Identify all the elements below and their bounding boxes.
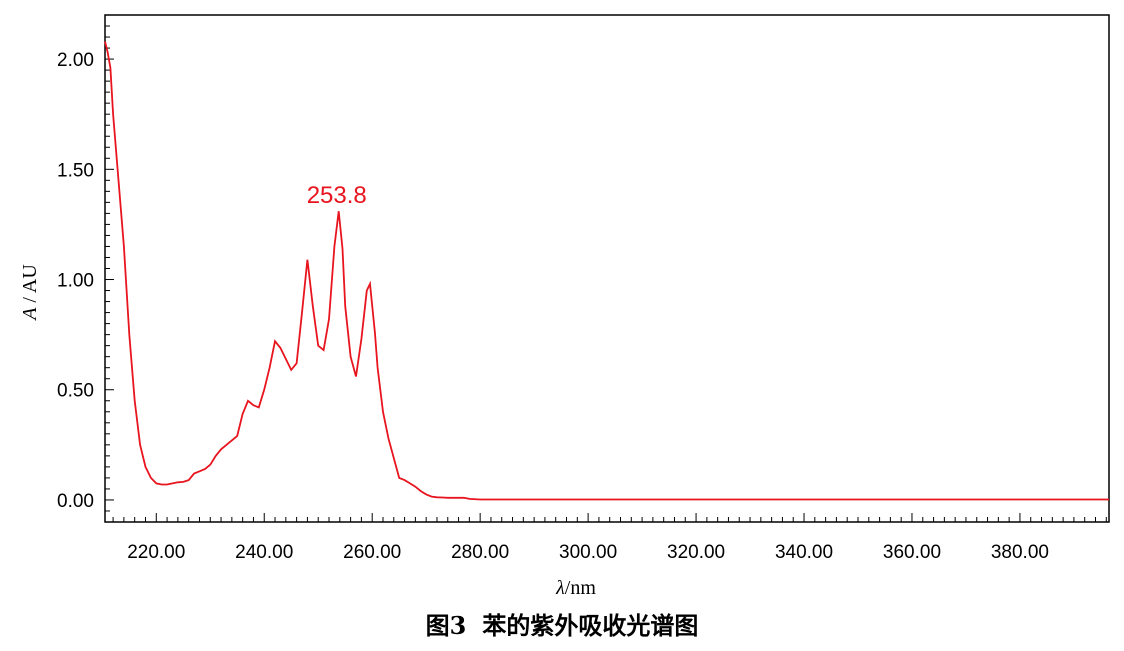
x-axis-unit: /nm (565, 577, 597, 599)
y-tick-label: 2.00 (57, 50, 94, 71)
annotations: 253.8 (307, 182, 367, 209)
x-tick-label: 300.00 (559, 542, 617, 563)
figure-caption-text: 苯的紫外吸收光谱图 (482, 611, 699, 640)
uv-spectrum-chart: 220.00 240.00 260.00 280.00 300.00 320.00 340.… (19, 14, 1110, 599)
absorbance-series-line (104, 41, 1109, 501)
x-tick-label: 280.00 (451, 542, 509, 563)
figure-caption: 图3 苯的紫外吸收光谱图 (0, 606, 1124, 641)
x-axis-symbol: λ (555, 577, 565, 599)
x-tick-label: 260.00 (343, 542, 401, 563)
x-tick-label: 380.00 (991, 542, 1049, 563)
y-axis-title: A / AU (19, 264, 41, 322)
y-tick-label: 1.00 (57, 271, 94, 292)
y-tick-label: 0.00 (57, 491, 94, 512)
x-tick-label: 320.00 (667, 542, 725, 563)
y-axis-unit: / AU (19, 264, 41, 308)
figure-number: 图3 (425, 611, 467, 640)
y-axis-symbol: A (19, 307, 41, 322)
x-tick-label: 360.00 (883, 542, 941, 563)
x-tick-label: 240.00 (235, 542, 293, 563)
x-axis: 220.00 240.00 260.00 280.00 300.00 320.00 340.… (112, 513, 1107, 563)
plot-frame (104, 14, 1110, 523)
x-axis-title: λ/nm (555, 577, 596, 599)
x-tick-label: 220.00 (127, 542, 185, 563)
peak-label: 253.8 (307, 182, 367, 209)
y-tick-label: 1.50 (57, 160, 94, 181)
y-axis: 0.00 0.50 1.00 1.50 2.00 (57, 14, 114, 523)
x-tick-label: 340.00 (775, 542, 833, 563)
y-tick-label: 0.50 (57, 381, 94, 402)
